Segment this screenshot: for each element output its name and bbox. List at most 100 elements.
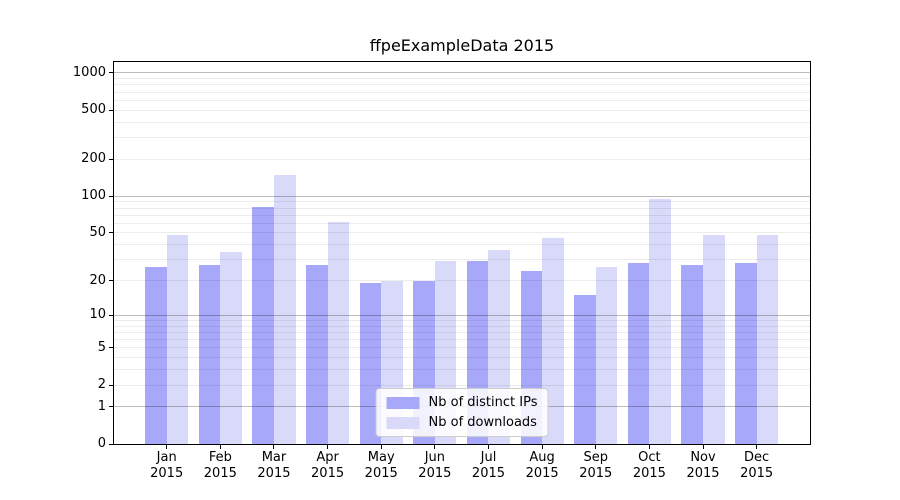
x-tick-month: Sep <box>583 450 608 465</box>
x-tick-label-oct: Oct 2015 <box>622 450 676 482</box>
x-tick-label-mar: Mar 2015 <box>247 450 301 482</box>
minor-gridline-700 <box>114 91 810 93</box>
x-tick-month: Jan <box>156 450 177 465</box>
x-tick-jul <box>487 445 489 449</box>
y-tick-200 <box>109 158 113 160</box>
legend-label-downloads: Nb of downloads <box>428 415 537 430</box>
minor-gridline-20 <box>114 280 810 281</box>
x-tick-label-jul: Jul 2015 <box>461 450 515 482</box>
x-tick-year: 2015 <box>150 466 184 481</box>
y-tick-0 <box>109 443 113 445</box>
x-tick-year: 2015 <box>632 466 666 481</box>
y-tick-5 <box>109 347 113 349</box>
bar-downloads-mar <box>273 174 296 444</box>
x-tick-jan <box>166 445 168 449</box>
legend-swatch-distinct-ips <box>386 396 420 409</box>
y-tick-100 <box>109 195 113 197</box>
minor-gridline-200 <box>114 158 810 160</box>
bar-downloads-oct <box>649 199 671 444</box>
x-tick-month: Dec <box>744 450 770 465</box>
x-tick-year: 2015 <box>686 466 720 481</box>
x-tick-year: 2015 <box>364 466 398 481</box>
chart-title: ffpeExampleData 2015 <box>369 36 555 55</box>
x-tick-year: 2015 <box>471 466 506 481</box>
x-tick-sep <box>595 445 597 449</box>
y-tick-1000 <box>109 72 113 74</box>
x-tick-month: Mar <box>261 450 287 465</box>
y-tick-label-1000: 1000 <box>72 64 106 80</box>
minor-gridline-400 <box>114 121 810 123</box>
major-gridline-10 <box>114 314 810 316</box>
x-tick-feb <box>219 445 221 449</box>
y-tick-label-100: 100 <box>81 188 106 204</box>
y-tick-label-50: 50 <box>89 224 106 240</box>
minor-gridline-8 <box>114 325 810 327</box>
x-tick-month: Apr <box>316 450 339 465</box>
bar-downloads-feb <box>220 251 242 444</box>
x-tick-month: Jul <box>480 450 497 465</box>
minor-gridline-30 <box>114 259 810 261</box>
x-tick-year: 2015 <box>203 466 237 481</box>
x-tick-label-dec: Dec 2015 <box>730 450 784 482</box>
bar-distinct-ips-oct <box>627 263 650 444</box>
minor-gridline-40 <box>114 244 810 246</box>
y-tick-1 <box>109 406 113 408</box>
x-tick-aug <box>541 445 543 449</box>
x-tick-month: Nov <box>690 450 716 465</box>
legend-item-distinct-ips: Nb of distinct IPs <box>386 395 537 410</box>
bar-distinct-ips-sep <box>574 295 596 444</box>
x-tick-label-jan: Jan 2015 <box>140 450 194 482</box>
major-gridline-100 <box>114 195 810 197</box>
bar-distinct-ips-apr <box>305 265 328 444</box>
minor-gridline-500 <box>114 109 810 111</box>
x-tick-label-jun: Jun 2015 <box>408 450 462 482</box>
minor-gridline-50 <box>114 232 810 234</box>
x-tick-year: 2015 <box>740 466 774 481</box>
y-tick-50 <box>109 232 113 234</box>
minor-gridline-300 <box>114 137 810 139</box>
bar-downloads-dec <box>756 235 779 444</box>
x-tick-month: May <box>367 450 395 465</box>
x-tick-dec <box>756 445 758 449</box>
minor-gridline-3 <box>114 369 810 371</box>
y-tick-label-200: 200 <box>81 151 106 167</box>
x-tick-may <box>380 445 382 449</box>
bar-downloads-nov <box>703 235 725 444</box>
y-tick-label-0: 0 <box>97 436 106 451</box>
x-tick-year: 2015 <box>579 466 613 481</box>
minor-gridline-90 <box>114 201 810 203</box>
minor-gridline-80 <box>114 207 810 209</box>
x-tick-label-aug: Aug 2015 <box>515 450 569 482</box>
bar-downloads-jan <box>166 235 189 444</box>
y-tick-label-1: 1 <box>97 398 106 414</box>
bar-downloads-apr <box>327 221 350 444</box>
legend-item-downloads: Nb of downloads <box>386 415 538 430</box>
bar-distinct-ips-mar <box>252 207 274 444</box>
x-tick-label-sep: Sep 2015 <box>569 450 623 482</box>
y-tick-10 <box>109 314 113 316</box>
x-tick-apr <box>327 445 329 449</box>
bar-distinct-ips-jan <box>145 267 167 444</box>
legend: Nb of distinct IPs Nb of downloads <box>375 388 549 437</box>
minor-gridline-6 <box>114 339 810 340</box>
y-tick-label-5: 5 <box>97 339 106 355</box>
y-tick-label-20: 20 <box>89 272 106 288</box>
minor-gridline-2 <box>114 384 810 386</box>
y-tick-label-10: 10 <box>89 307 106 323</box>
y-tick-500 <box>109 109 113 111</box>
major-gridline-1000 <box>114 72 810 74</box>
x-tick-oct <box>648 445 650 449</box>
x-tick-year: 2015 <box>525 466 559 481</box>
y-tick-20 <box>109 280 113 281</box>
minor-gridline-70 <box>114 214 810 216</box>
legend-swatch-downloads <box>386 416 420 429</box>
y-tick-label-500: 500 <box>81 102 106 118</box>
x-tick-label-nov: Nov 2015 <box>676 450 730 482</box>
x-tick-label-may: May 2015 <box>354 450 408 482</box>
x-tick-nov <box>702 445 704 449</box>
minor-gridline-900 <box>114 78 810 80</box>
bar-distinct-ips-feb <box>198 265 221 444</box>
x-tick-month: Oct <box>638 450 661 465</box>
x-tick-year: 2015 <box>311 466 345 481</box>
